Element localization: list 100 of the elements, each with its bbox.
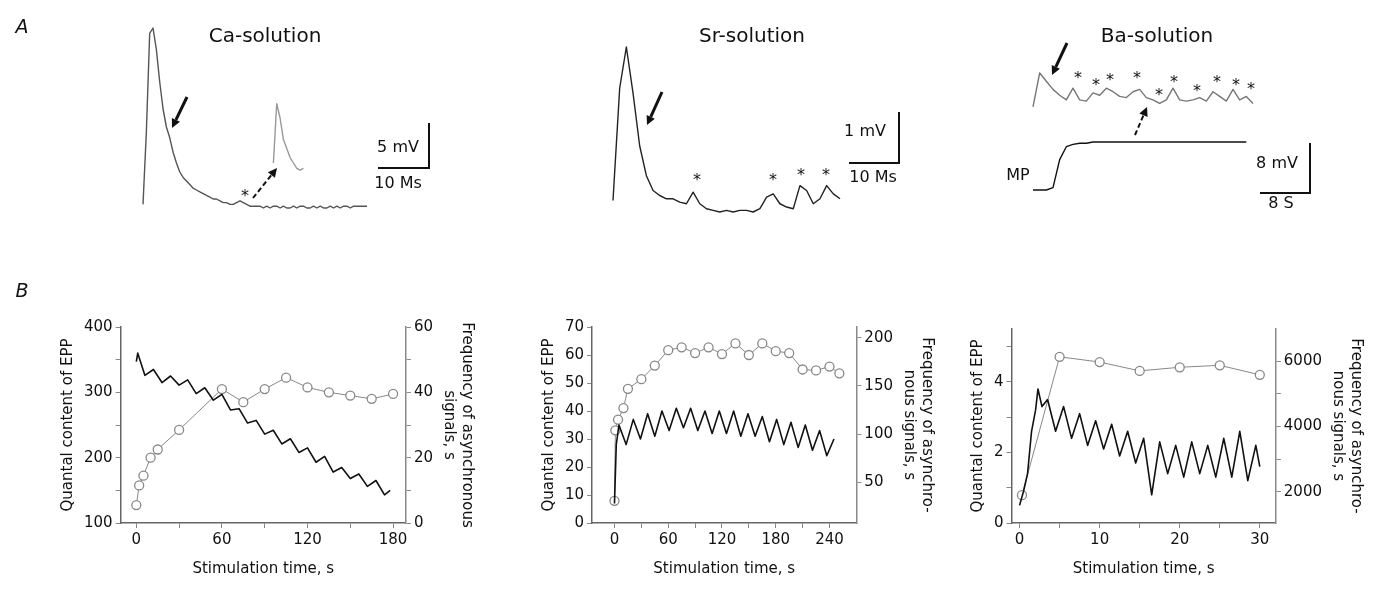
y-tick-label: 20: [564, 456, 585, 475]
x-tick-label: 180: [761, 529, 791, 548]
y2-axis-title: Frequency of asynchro- nous signals, s: [901, 337, 938, 513]
x-tick-label: 60: [658, 529, 678, 548]
point: [323, 387, 335, 398]
text: 10 Ms: [849, 167, 897, 187]
chart-title: Sr-solution: [698, 23, 806, 48]
chart-title: Ca-solution: [208, 23, 322, 48]
y2-tick-label: 4000: [1283, 416, 1323, 435]
x-tick-label: 120: [707, 529, 737, 548]
annotation: *: [1074, 68, 1082, 88]
point: [703, 342, 714, 353]
point: [649, 360, 660, 371]
point: [131, 499, 142, 511]
point: [302, 382, 313, 393]
text: B: [15, 278, 29, 301]
y2-tick-label: 150: [864, 375, 894, 394]
annotation: *: [797, 165, 805, 185]
y-tick-label: 0: [574, 512, 585, 531]
point: [730, 338, 741, 349]
point: [622, 383, 634, 394]
point: [138, 470, 149, 481]
point: [216, 383, 228, 395]
x-tick-label: 30: [1250, 529, 1270, 548]
annotation: *: [1155, 85, 1163, 105]
point: [743, 349, 755, 361]
point: [366, 393, 377, 405]
y-tick-label: 400: [83, 316, 113, 335]
text: 5 mV: [377, 137, 419, 157]
annotation: *: [241, 186, 249, 206]
y2-tick-label: 200: [864, 327, 894, 346]
y-axis-title: Quantal content of EPP: [967, 339, 986, 513]
point: [345, 390, 356, 401]
annotation: *: [1193, 81, 1201, 101]
x-tick-label: 60: [212, 529, 232, 548]
point: [238, 396, 249, 408]
annotation: *: [1213, 72, 1221, 92]
annotation: MP: [1006, 165, 1031, 185]
annotation: *: [822, 165, 830, 185]
y2-axis-title: Frequency of asynchro- nous signals, s: [1330, 338, 1367, 514]
y-tick-label: 2: [994, 442, 1004, 461]
x-tick-label: 0: [609, 529, 620, 548]
text: 8 S: [1268, 193, 1294, 213]
x-tick-label: 20: [1170, 529, 1190, 548]
x-axis-title: Stimulation time, s: [192, 558, 335, 577]
y-tick-label: 50: [564, 372, 585, 391]
y2-axis-title: Frequency of asynchronous signals, s: [441, 322, 478, 529]
annotation: *: [1133, 68, 1141, 88]
point: [280, 372, 292, 383]
point: [173, 424, 185, 436]
point: [757, 338, 768, 349]
y-tick-label: 70: [564, 316, 585, 335]
point: [689, 347, 701, 359]
y-tick-label: 30: [564, 428, 585, 447]
point: [1134, 365, 1145, 377]
annotation: *: [1247, 79, 1255, 99]
point: [134, 480, 145, 491]
point: [1214, 360, 1225, 371]
point: [797, 364, 808, 375]
y-tick-label: 40: [564, 400, 585, 419]
x-tick-label: 120: [293, 529, 322, 548]
x-tick-label: 10: [1090, 529, 1110, 548]
text: 1 mV: [844, 121, 886, 141]
annotation: *: [1106, 70, 1114, 90]
x-tick-label: 180: [378, 529, 408, 548]
point: [810, 365, 822, 376]
annotation: *: [1232, 75, 1240, 95]
y-tick-label: 200: [83, 447, 113, 466]
x-tick-label: 240: [815, 529, 844, 548]
point: [834, 368, 845, 379]
x-axis-title: Stimulation time, s: [653, 558, 796, 577]
y2-tick-label: 0: [413, 512, 424, 531]
annotation: 8 mV: [1256, 153, 1298, 173]
point: [663, 345, 674, 356]
y-tick-label: 4: [994, 371, 1004, 390]
point: [1094, 356, 1105, 368]
text: A: [13, 14, 29, 37]
text: 10 Ms: [374, 173, 422, 193]
point: [259, 383, 270, 395]
y-tick-label: 300: [83, 382, 113, 401]
point: [824, 361, 835, 372]
y-axis-title: Quantal content of EPP: [538, 338, 557, 512]
point: [784, 347, 795, 359]
annotation: *: [1092, 75, 1100, 95]
annotation: *: [693, 170, 701, 190]
point: [770, 345, 781, 357]
point: [618, 402, 629, 414]
point: [145, 452, 156, 463]
x-tick-label: 0: [131, 529, 142, 548]
point: [387, 388, 399, 400]
point: [612, 414, 624, 425]
y2-tick-label: 60: [413, 316, 434, 335]
point: [636, 373, 647, 385]
y-tick-label: 10: [564, 484, 585, 503]
chart-title: Ba-solution: [1100, 23, 1214, 48]
point: [676, 342, 687, 353]
y2-tick-label: 50: [864, 472, 884, 491]
y2-tick-label: 2000: [1283, 481, 1323, 500]
point: [716, 348, 728, 360]
y2-tick-label: 40: [413, 382, 434, 401]
